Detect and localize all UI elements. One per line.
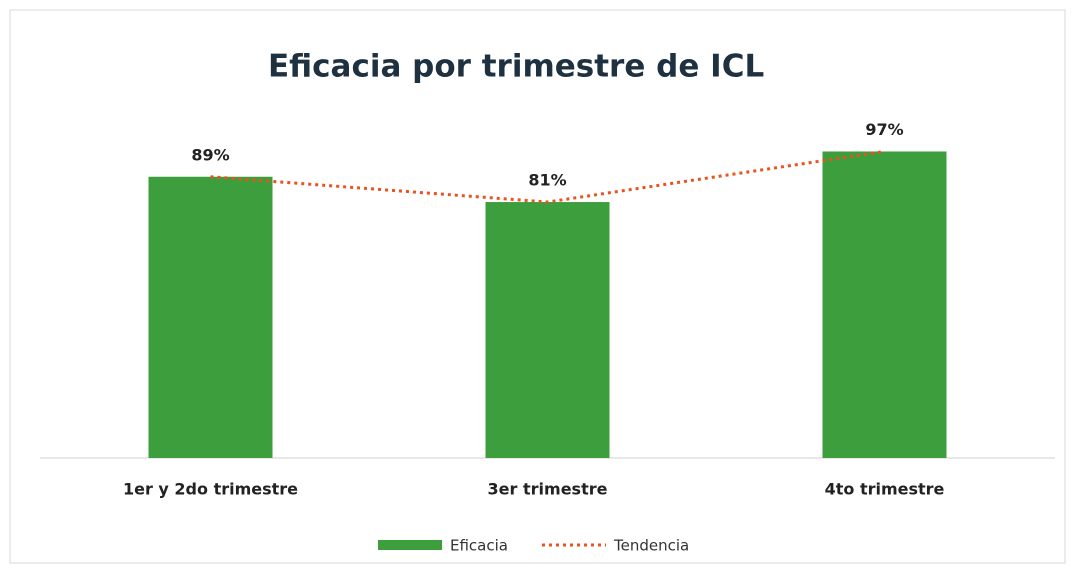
bar (822, 151, 947, 459)
x-tick-label: 3er trimestre (488, 480, 608, 499)
bar (148, 176, 273, 458)
bar (485, 202, 610, 458)
trend-line (210, 149, 885, 204)
legend-label: Eficacia (450, 537, 508, 555)
legend-swatch (378, 540, 442, 550)
chart-title: Eficacia por trimestre de ICL (268, 49, 764, 85)
data-label: 89% (191, 145, 229, 164)
x-tick-label: 4to trimestre (825, 480, 945, 499)
data-label: 97% (865, 120, 903, 139)
data-label: 81% (528, 171, 566, 190)
legend-label: Tendencia (613, 537, 689, 555)
x-tick-label: 1er y 2do trimestre (123, 480, 298, 499)
